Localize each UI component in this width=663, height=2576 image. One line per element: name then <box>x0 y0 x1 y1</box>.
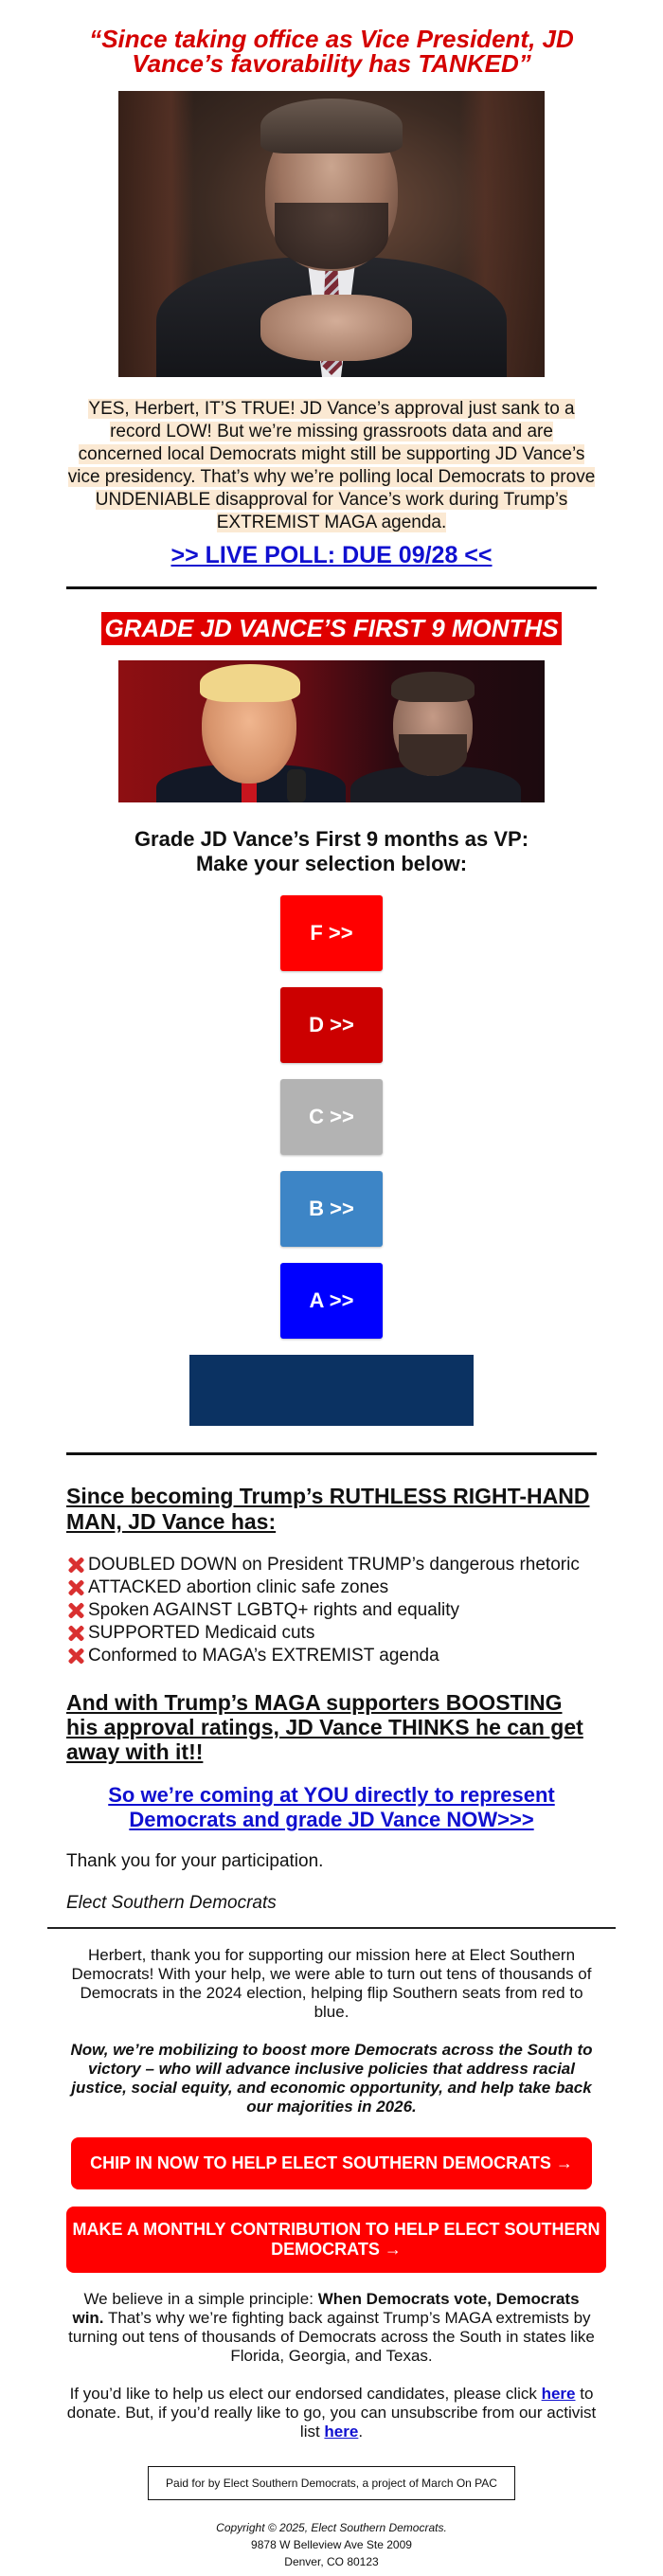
list-item: SUPPORTED Medicaid cuts <box>66 1622 597 1645</box>
cross-mark-icon <box>66 1578 85 1597</box>
cross-mark-icon <box>66 1624 85 1643</box>
list-item: DOUBLED DOWN on President TRUMP’s danger… <box>66 1554 597 1576</box>
footer-thanks-paragraph: Herbert, thank you for supporting our mi… <box>71 1946 592 2021</box>
hair-shape <box>200 664 300 702</box>
footer: Herbert, thank you for supporting our mi… <box>66 1946 606 2570</box>
grade-prompt: Grade JD Vance’s First 9 months as VP: M… <box>66 827 597 876</box>
cross-mark-icon <box>66 1647 85 1666</box>
footer-divider <box>47 1927 616 1929</box>
principle-paragraph: We believe in a simple principle: When D… <box>68 2290 595 2365</box>
paid-for-disclaimer: Paid for by Elect Southern Democrats, a … <box>148 2466 515 2500</box>
beard-shape <box>275 203 388 269</box>
boost-heading: And with Trump’s MAGA supporters BOOSTIN… <box>66 1690 583 1764</box>
microphone-shape <box>287 769 306 802</box>
beard-shape <box>399 734 467 776</box>
divider <box>66 1452 597 1455</box>
chip-in-button[interactable]: CHIP IN NOW TO HELP ELECT SOUTHERN DEMOC… <box>71 2137 592 2189</box>
copyright: Copyright © 2025, Elect Southern Democra… <box>216 2521 447 2534</box>
cross-mark-icon <box>66 1556 85 1575</box>
unsubscribe-here-link[interactable]: here <box>324 2423 359 2441</box>
address-line-1: 9878 W Belleview Ave Ste 2009 <box>251 2538 412 2551</box>
trump-vance-photo <box>118 660 545 802</box>
address-line-2: Denver, CO 80123 <box>284 2555 379 2568</box>
hair-shape <box>260 99 403 153</box>
divider <box>66 586 597 589</box>
grade-prompt-line-1: Grade JD Vance’s First 9 months as VP: <box>134 827 529 851</box>
grade-buttons: F >> D >> C >> B >> A >> <box>66 895 597 1339</box>
grade-f-button[interactable]: F >> <box>280 895 383 971</box>
grade-b-button[interactable]: B >> <box>280 1171 383 1247</box>
cross-mark-icon <box>66 1601 85 1620</box>
live-poll-link[interactable]: >> LIVE POLL: DUE 09/28 << <box>170 542 493 568</box>
grade-d-button[interactable]: D >> <box>280 987 383 1063</box>
vance-photo <box>118 91 545 377</box>
grade-a-button[interactable]: A >> <box>280 1263 383 1339</box>
hair-shape <box>391 672 475 702</box>
list-item: Spoken AGAINST LGBTQ+ rights and equalit… <box>66 1599 597 1622</box>
list-item: ATTACKED abortion clinic safe zones <box>66 1576 597 1599</box>
vance-record-list: DOUBLED DOWN on President TRUMP’s danger… <box>66 1554 597 1667</box>
grade-c-button[interactable]: C >> <box>280 1079 383 1155</box>
thanks-text: Thank you for your participation. <box>66 1851 324 1871</box>
grade-prompt-line-2: Make your selection below: <box>195 852 468 875</box>
footer-mobilizing-paragraph: Now, we’re mobilizing to boost more Demo… <box>70 2041 593 2116</box>
headline: “Since taking office as Vice President, … <box>89 25 574 78</box>
intro-paragraph: YES, Herbert, IT’S TRUE! JD Vance’s appr… <box>67 399 596 532</box>
donate-here-link[interactable]: here <box>541 2385 576 2403</box>
donate-paragraph: If you’d like to help us elect our endor… <box>66 2385 597 2441</box>
email-body: “Since taking office as Vice President, … <box>66 0 597 1914</box>
clasped-hands-shape <box>260 295 412 361</box>
grade-now-link[interactable]: So we’re coming at YOU directly to repre… <box>108 1783 555 1831</box>
list-item: Conformed to MAGA’s EXTREMIST agenda <box>66 1645 597 1667</box>
signature: Elect Southern Democrats <box>66 1893 277 1913</box>
vance-record-heading: Since becoming Trump’s RUTHLESS RIGHT-HA… <box>66 1484 590 1534</box>
monthly-contribution-button[interactable]: MAKE A MONTHLY CONTRIBUTION TO HELP ELEC… <box>66 2207 606 2273</box>
navy-banner-block <box>189 1355 474 1426</box>
grade-title: GRADE JD VANCE’S FIRST 9 MONTHS <box>101 612 562 645</box>
